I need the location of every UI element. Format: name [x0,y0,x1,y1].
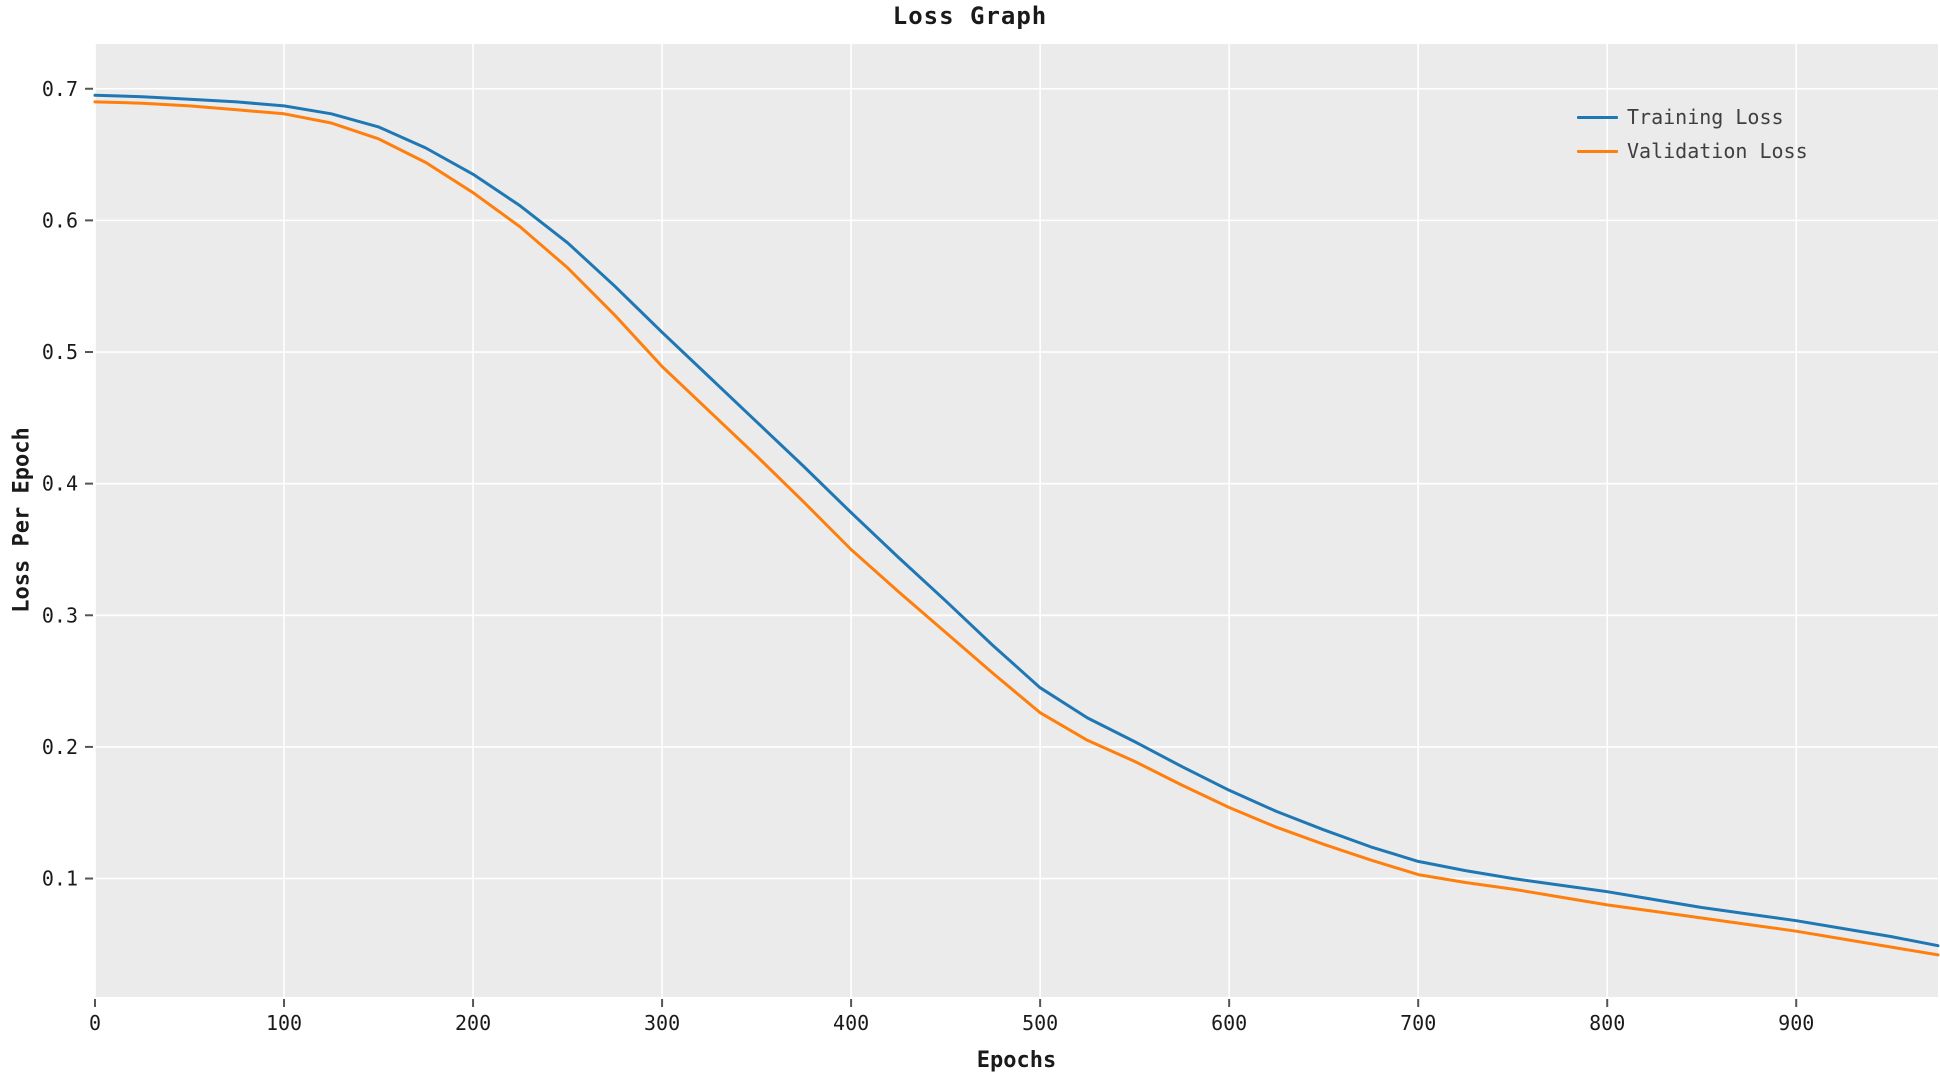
legend-item-validation-loss: Validation Loss [1577,134,1808,168]
x-tick-label: 400 [833,1011,869,1035]
x-tick-label: 100 [266,1011,302,1035]
x-tick-label: 700 [1400,1011,1436,1035]
series-line-validation-loss [93,100,1940,957]
series-line-training-loss [93,93,1940,948]
legend-label-validation-loss: Validation Loss [1627,139,1808,163]
y-tick-label: 0.1 [42,867,78,891]
y-tick-label: 0.5 [42,340,78,364]
legend-item-training-loss: Training Loss [1577,100,1808,134]
legend: Training Loss Validation Loss [1577,100,1808,168]
x-tick-label: 0 [89,1011,101,1035]
y-tick-label: 0.4 [42,472,78,496]
y-tick-label: 0.6 [42,208,78,232]
x-tick-label: 800 [1589,1011,1625,1035]
chart-title: Loss Graph [892,2,1048,30]
legend-label-training-loss: Training Loss [1627,105,1784,129]
legend-line-validation-icon [1577,149,1618,153]
x-tick-label: 600 [1211,1011,1247,1035]
x-tick-label: 900 [1778,1011,1814,1035]
x-axis-label: Epochs [976,1048,1057,1073]
legend-line-training-icon [1577,115,1618,119]
x-tick-label: 500 [1022,1011,1058,1035]
plot-background [95,44,1938,997]
y-axis-label: Loss Per Epoch [9,427,35,613]
x-tick-label: 200 [455,1011,491,1035]
y-tick-label: 0.7 [42,77,78,101]
x-tick-label: 300 [644,1011,680,1035]
y-tick-label: 0.3 [42,603,78,627]
y-tick-label: 0.2 [42,735,78,759]
